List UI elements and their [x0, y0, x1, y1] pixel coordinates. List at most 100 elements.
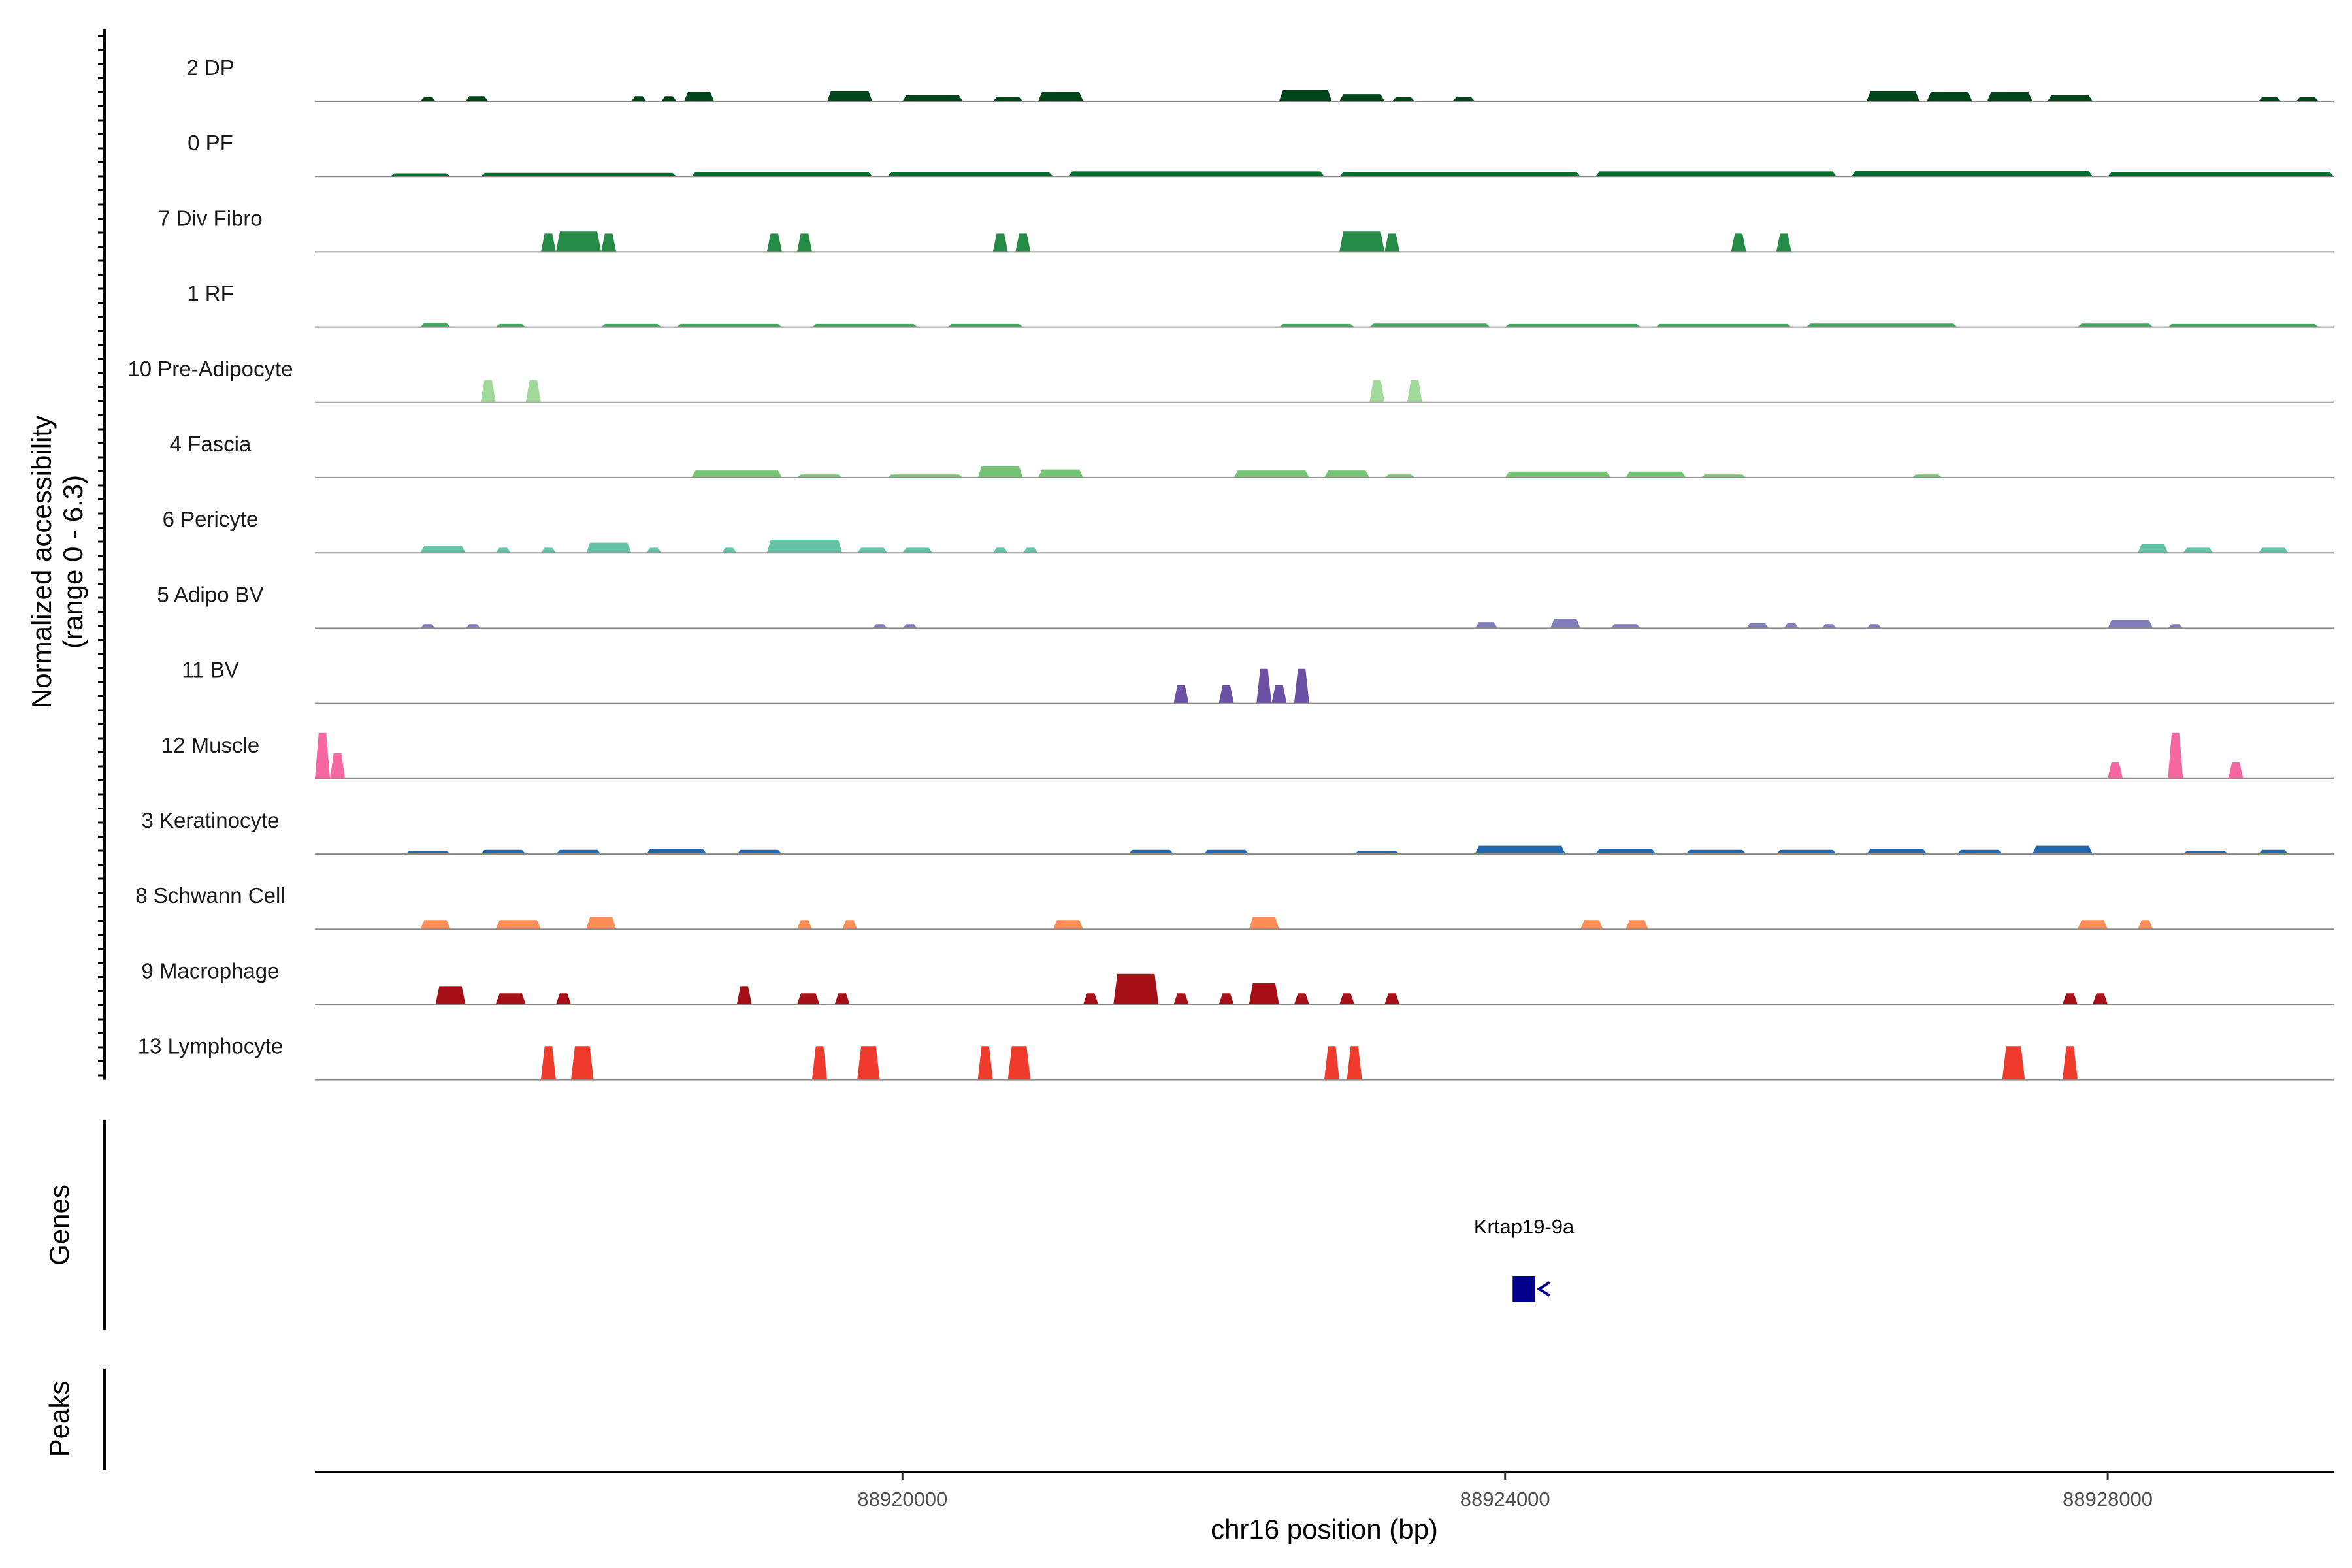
peak-mark — [2168, 624, 2183, 629]
peak-mark — [796, 993, 820, 1005]
peak-mark — [977, 466, 1023, 478]
peak-mark — [1392, 97, 1415, 101]
peak-mark — [1053, 920, 1083, 930]
peak-mark — [420, 624, 436, 629]
peak-mark — [2183, 547, 2213, 553]
track: 2 DP — [186, 56, 2334, 102]
peak-mark — [315, 732, 331, 779]
peak-mark — [556, 231, 602, 252]
peak-mark — [796, 233, 812, 252]
x-tick-label: 88928000 — [2063, 1488, 2153, 1511]
peak-mark — [1083, 993, 1099, 1005]
peak-mark — [1128, 849, 1174, 854]
peak-mark — [1384, 474, 1415, 478]
peak-mark — [586, 542, 632, 553]
peak-mark — [1256, 668, 1272, 704]
peak-mark — [601, 323, 662, 327]
track-label: 6 Pericyte — [163, 507, 259, 531]
peak-mark — [1957, 849, 2002, 854]
peak-mark — [736, 849, 782, 854]
peak-mark — [1279, 90, 1332, 101]
peak-mark — [1912, 474, 1942, 478]
peak-mark — [1776, 849, 1837, 854]
peak-mark — [540, 1046, 556, 1080]
peak-mark — [2108, 762, 2123, 779]
peak-mark — [2078, 323, 2153, 327]
x-tick-label: 88920000 — [857, 1488, 947, 1511]
peak-mark — [1867, 624, 1882, 629]
peak-mark — [2168, 323, 2319, 327]
peak-mark — [465, 96, 489, 101]
peak-mark — [1324, 1046, 1340, 1080]
peak-mark — [435, 986, 466, 1005]
peak-mark — [2093, 993, 2108, 1005]
peak-mark — [540, 233, 556, 252]
peak-mark — [796, 920, 812, 930]
peak-mark — [495, 993, 526, 1005]
peak-mark — [1867, 91, 1919, 101]
peak-mark — [992, 547, 1008, 553]
peak-mark — [420, 920, 451, 930]
peak-mark — [1746, 623, 1769, 629]
peak-mark — [646, 849, 707, 854]
peak-mark — [766, 233, 782, 252]
peak-mark — [2032, 845, 2093, 854]
peak-mark — [1369, 380, 1385, 402]
peak-mark — [1407, 380, 1422, 402]
track-label: 12 Muscle — [161, 733, 259, 757]
peak-mark — [601, 233, 617, 252]
track-label: 9 Macrophage — [142, 958, 280, 983]
peak-mark — [631, 96, 647, 101]
peak-mark — [661, 96, 677, 101]
peak-mark — [796, 474, 843, 478]
peak-mark — [857, 547, 888, 553]
peak-mark — [1173, 685, 1189, 704]
x-axis: 88920000 88924000 88928000 — [857, 1472, 2153, 1511]
peaks-panel-label: Peaks — [44, 1381, 74, 1458]
peak-mark — [1927, 92, 1972, 101]
peak-mark — [1339, 231, 1385, 252]
peak-mark — [857, 1046, 880, 1080]
peak-mark — [1625, 471, 1686, 478]
x-axis-title: chr16 position (bp) — [1211, 1514, 1438, 1544]
track: 3 Keratinocyte — [142, 808, 2334, 855]
peak-mark — [2228, 762, 2244, 779]
track: 7 Div Fibro — [158, 206, 2334, 253]
track: 8 Schwann Cell — [135, 883, 2334, 930]
peak-mark — [2062, 1046, 2078, 1080]
peak-mark — [691, 470, 782, 478]
peak-mark — [1867, 849, 1927, 854]
peak-mark — [390, 173, 451, 177]
peak-mark — [1656, 323, 1791, 327]
peak-mark — [556, 849, 602, 854]
peak-mark — [1384, 233, 1400, 252]
peak-mark — [1354, 851, 1400, 854]
peak-mark — [977, 1046, 993, 1080]
peak-mark — [902, 624, 918, 629]
y-axis — [98, 29, 106, 1080]
peak-mark — [1068, 171, 1324, 177]
peak-mark — [1550, 619, 1580, 629]
peak-mark — [1294, 993, 1309, 1005]
peak-mark — [2168, 732, 2183, 779]
peak-mark — [330, 753, 346, 779]
peak-mark — [525, 380, 541, 402]
peak-mark — [480, 380, 496, 402]
peak-mark — [872, 624, 888, 629]
track: 11 BV — [182, 658, 2334, 704]
peak-mark — [684, 92, 715, 101]
peak-mark — [766, 540, 843, 553]
peak-mark — [1852, 171, 2093, 177]
peak-mark — [2138, 544, 2168, 553]
gene-label: Krtap19-9a — [1474, 1215, 1575, 1238]
gene-body — [1512, 1276, 1535, 1302]
peak-mark — [1173, 993, 1189, 1005]
peak-mark — [2108, 172, 2334, 177]
peak-mark — [1007, 1046, 1031, 1080]
track-label: 1 RF — [187, 282, 234, 306]
peak-mark — [1610, 624, 1641, 629]
track-label: 4 Fascia — [170, 432, 252, 456]
peak-mark — [1339, 94, 1385, 101]
x-tick-label: 88924000 — [1460, 1488, 1550, 1511]
track-label: 7 Div Fibro — [158, 206, 263, 230]
